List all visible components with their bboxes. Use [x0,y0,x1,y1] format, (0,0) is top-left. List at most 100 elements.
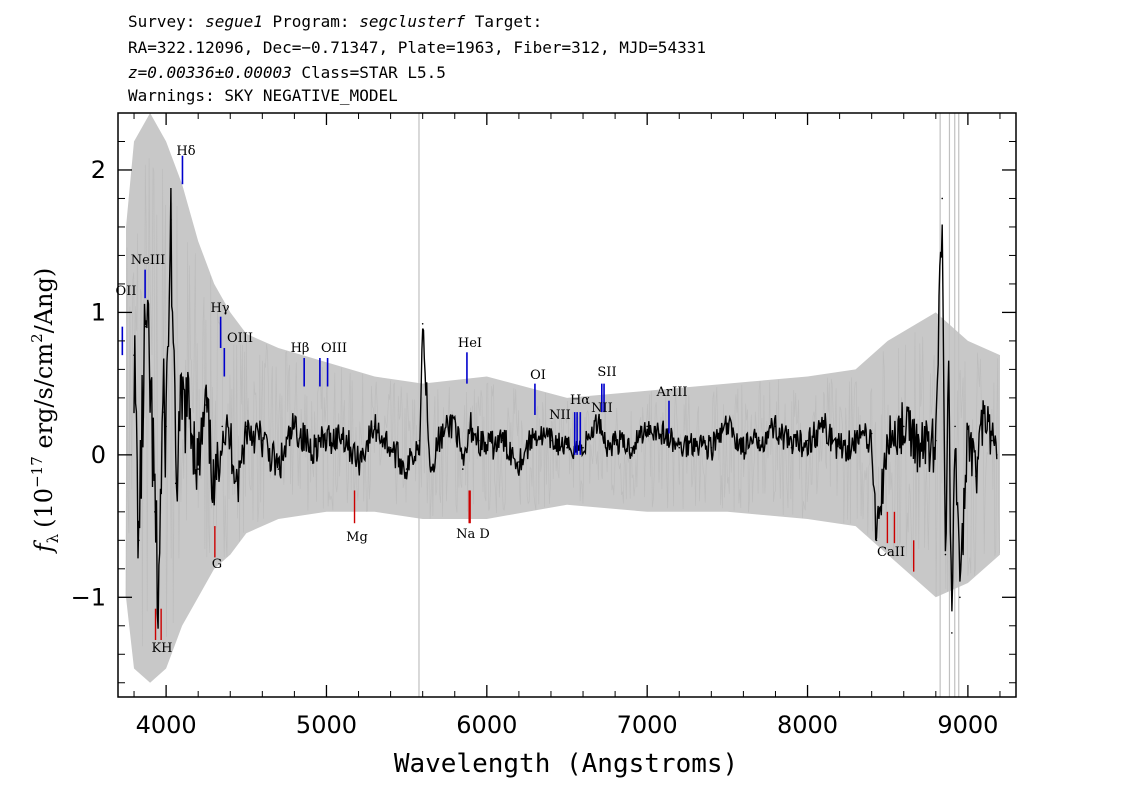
label-hgamma: Hγ [210,301,229,316]
flux-point [205,404,207,406]
flux-point [389,446,392,449]
flux-point [181,404,183,406]
flux-point [245,425,248,428]
survey-label: Survey: [128,12,206,31]
flux-point [293,425,296,428]
survey-value: segue1 [205,12,263,31]
flux-point [518,461,520,463]
flux-point [995,454,998,456]
header-line-3: z=0.00336±0.00003 Class=STAR L5.5 [128,63,446,83]
flux-point [429,468,432,470]
label-ariii: ArIII [655,385,687,400]
flux-point [742,446,745,449]
y-tick-label: −1 [71,583,106,611]
flux-point [582,446,584,449]
label-caii: CaII [877,545,905,560]
flux-point [418,439,421,442]
flux-layer [133,187,998,634]
label-nii-b: NII [591,401,613,416]
y-axis-exp: −17 [28,456,46,488]
flux-point [598,418,600,421]
flux-point [983,411,985,413]
flux-point [630,446,632,449]
flux-point [918,446,921,449]
class-value: Class=STAR L5.5 [291,63,446,82]
flux-point [149,382,151,385]
flux-point [133,354,135,356]
y-axis-sub: λ [44,533,62,543]
flux-point [726,425,729,428]
x-tick-label: 8000 [777,711,838,739]
line-labels: OII NeIII Hδ Hγ OIII Hβ OIII HeI OI NII … [116,144,905,656]
flux-point [478,439,480,442]
label-kh: KH [151,641,172,656]
flux-point [710,446,713,449]
flux-point [453,418,456,421]
x-tick-label: 9000 [937,711,998,739]
flux-point [790,446,793,449]
flux-point [614,439,616,442]
flux-point [854,439,857,442]
flux-point [678,446,681,449]
flux-point [469,425,472,428]
flux-point [646,425,648,428]
y-axis-mid: erg/s/cm [30,343,58,457]
flux-point [806,439,809,442]
flux-point [197,468,199,470]
flux-point [502,439,504,442]
flux-point [991,439,993,442]
target-label: Target: [465,12,543,31]
program-value: segclusterf [359,12,466,31]
label-nad: Na D [456,527,490,542]
error-band [126,113,1000,683]
header-line-4: Warnings: SKY NEGATIVE_MODEL [128,86,398,105]
flux-point [951,632,953,634]
flux-point [550,439,552,442]
redshift-value: z=0.00336±0.00003 [128,63,292,82]
flux-point [902,425,905,428]
label-oiii-a: OIII [227,331,253,346]
flux-point [144,325,147,328]
flux-point [341,432,344,435]
flux-point [437,439,440,442]
label-mg: Mg [346,530,368,545]
flux-line [133,187,998,629]
flux-point [277,468,280,470]
label-halpha: Hα [570,393,590,408]
y-tick-label: 1 [91,298,106,326]
flux-point [870,432,873,435]
label-g: G [212,557,222,572]
header-line-2: RA=322.12096, Dec=−0.71347, Plate=1963, … [128,38,706,57]
y-axis-open: (10 [30,488,58,528]
x-tick-label: 5000 [296,711,357,739]
flux-point [157,603,159,606]
label-oiii-b: OIII [321,341,347,356]
flux-point [309,446,312,449]
flux-point [357,461,360,463]
flux-point [694,439,697,442]
x-tick-label: 4000 [136,711,197,739]
flux-point [162,411,164,413]
label-oii: OII [116,284,137,299]
flux-point [606,446,608,449]
y-tick-label: 2 [91,156,106,184]
flux-point [373,425,376,428]
flux-point [959,596,961,599]
ticks-layer: 4000 5000 6000 7000 8000 9000 −1 0 1 2 [71,112,1016,739]
flux-point [941,197,944,200]
flux-point [170,219,172,221]
label-neiii: NeIII [131,253,165,268]
y-axis-label: fλ(10−17 erg/s/cm2/Ang) [28,268,62,554]
flux-point [822,425,825,428]
flux-point [154,511,156,513]
flux-point [838,446,841,449]
flux-point [486,446,488,449]
flux-point [975,475,977,478]
x-axis-label: Wavelength (Angstroms) [394,749,738,779]
line-markers-layer [121,155,915,641]
label-nii-a: NII [549,408,571,423]
header-line-1: Survey: segue1 Program: segclusterf Targ… [128,12,542,32]
y-tick-label: 0 [91,441,106,469]
flux-point [189,411,191,413]
